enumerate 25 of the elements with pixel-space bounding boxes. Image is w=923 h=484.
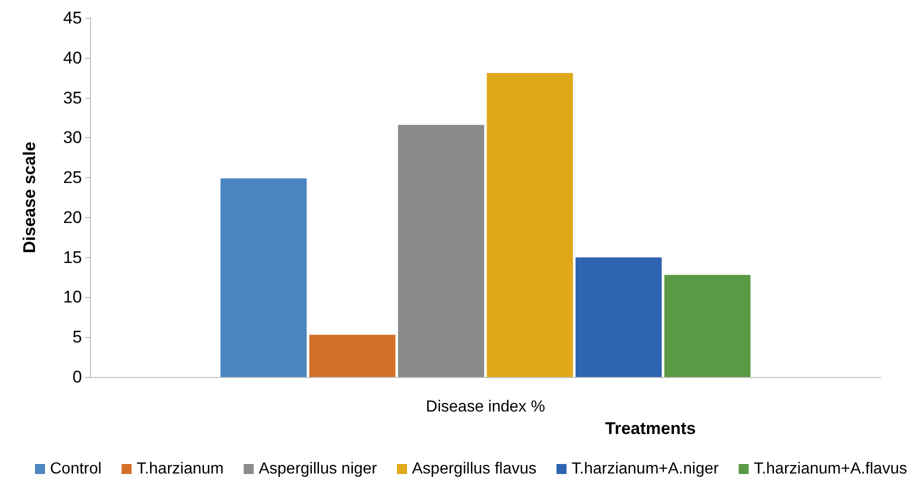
y-tick-label: 45: [63, 8, 82, 28]
y-tick-label: 20: [63, 208, 82, 227]
y-tick-label: 30: [63, 128, 82, 148]
bar: [486, 73, 573, 377]
bar: [220, 178, 307, 377]
bar: [576, 257, 662, 377]
legend-label: T.harzianum+A.niger: [572, 460, 720, 478]
bar: [398, 124, 484, 377]
legend-label: Control: [50, 460, 102, 478]
legend-label: Aspergillus flavus: [412, 460, 537, 478]
y-tick-label: 0: [72, 368, 82, 386]
y-tick-label: 10: [63, 288, 82, 307]
x-axis-title: Treatments: [605, 418, 696, 438]
legend-label: T.harzianum+A.flavus: [754, 460, 908, 478]
y-tick-label: 35: [63, 88, 82, 108]
legend-label: T.harzianum: [136, 460, 224, 478]
legend-label: Aspergillus niger: [258, 460, 378, 478]
y-tick-label: 5: [72, 328, 82, 347]
y-tick-label: 25: [63, 168, 82, 188]
bar: [309, 334, 396, 377]
y-tick-label: 40: [63, 48, 82, 68]
y-tick-label: 15: [63, 248, 82, 267]
y-axis-title: Disease scale: [20, 142, 39, 254]
bar: [664, 274, 750, 377]
x-tick-label: Disease index %: [426, 398, 546, 416]
